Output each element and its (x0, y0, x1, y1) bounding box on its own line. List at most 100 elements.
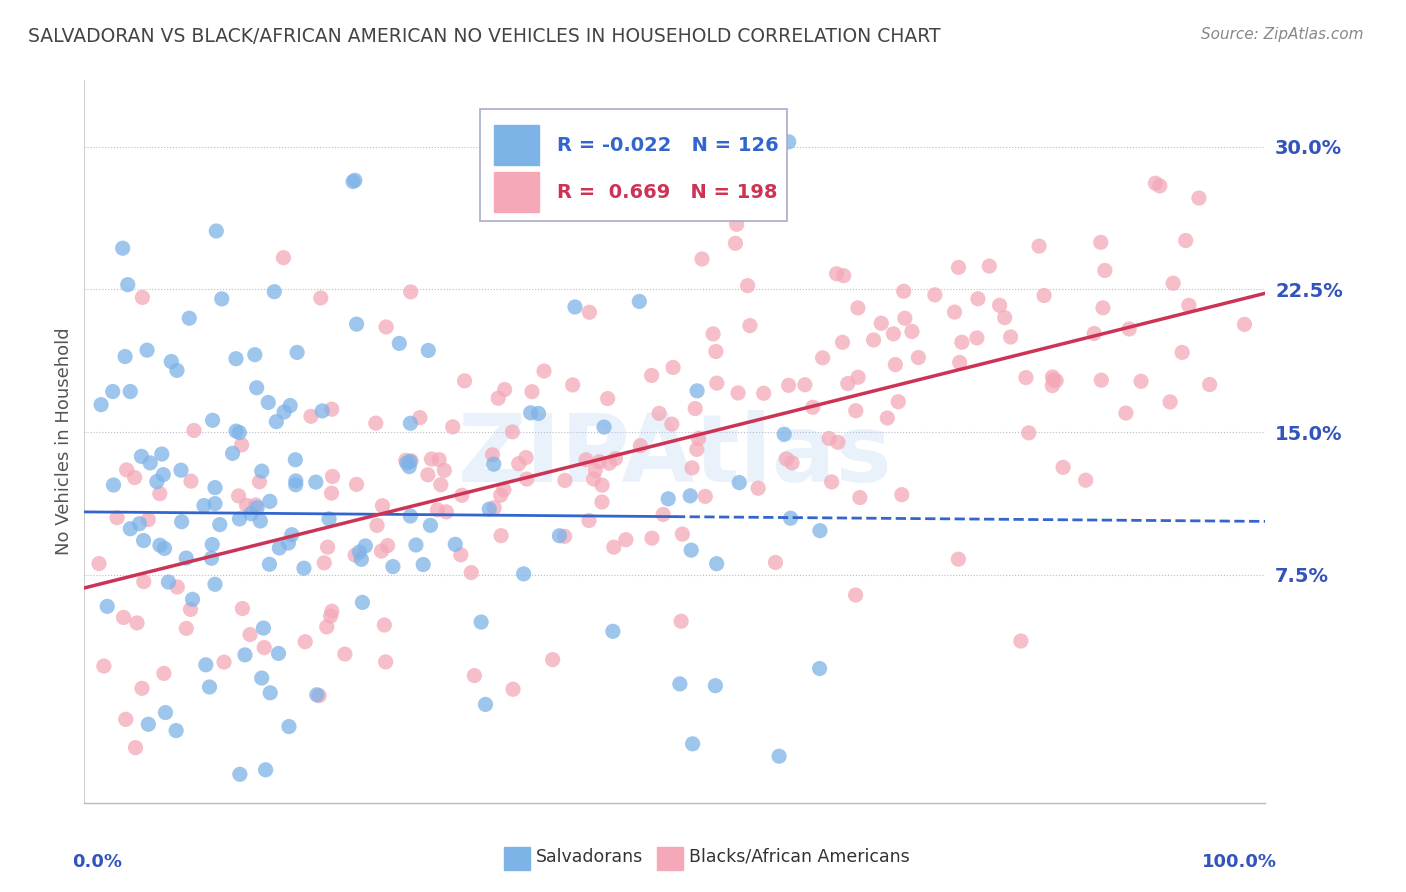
Point (820, 475, 842, 489)
Point (231, 601, 253, 615)
Point (453, 374, 475, 388)
Point (669, 614, 692, 628)
Point (309, 291, 332, 305)
Text: SALVADORAN VS BLACK/AFRICAN AMERICAN NO VEHICLES IN HOUSEHOLD CORRELATION CHART: SALVADORAN VS BLACK/AFRICAN AMERICAN NO … (28, 27, 941, 45)
Point (728, 475, 751, 490)
Point (285, 345, 308, 359)
Point (294, 634, 316, 648)
Point (146, 475, 169, 489)
Point (533, 364, 555, 378)
Point (1188, 191, 1211, 205)
Point (132, 533, 155, 548)
Point (231, 438, 253, 452)
Point (681, 543, 703, 558)
Point (1033, 288, 1056, 302)
Bar (494, 172, 538, 212)
Point (418, 343, 440, 358)
Point (706, 376, 728, 391)
Point (943, 305, 966, 319)
Point (1233, 318, 1256, 332)
Point (1083, 326, 1105, 341)
Point (463, 668, 485, 682)
Point (228, 512, 250, 526)
Point (243, 348, 266, 362)
Point (582, 472, 605, 486)
Point (1161, 277, 1184, 291)
Point (399, 509, 422, 524)
Point (1074, 473, 1097, 487)
Point (176, 621, 198, 635)
Point (818, 431, 841, 445)
Point (502, 682, 524, 697)
Point (150, 447, 173, 461)
Point (183, 424, 205, 438)
Point (773, 427, 796, 442)
Point (152, 467, 174, 482)
Point (1090, 373, 1112, 387)
Point (180, 474, 202, 488)
Point (520, 384, 543, 399)
Point (131, 290, 153, 304)
Point (686, 442, 709, 457)
Point (284, 477, 307, 491)
Point (849, 491, 872, 505)
Text: R = -0.022   N = 126: R = -0.022 N = 126 (557, 136, 779, 155)
Point (657, 491, 679, 506)
Point (808, 661, 831, 675)
Point (949, 355, 972, 369)
Point (153, 666, 176, 681)
Point (292, 561, 315, 575)
Point (837, 376, 859, 391)
Point (259, 494, 281, 508)
Point (489, 529, 512, 543)
Point (1198, 377, 1220, 392)
Point (420, 452, 443, 467)
Point (405, 538, 427, 552)
Point (1015, 370, 1038, 384)
Point (893, 285, 915, 299)
Point (775, 452, 797, 467)
Text: 100.0%: 100.0% (1202, 854, 1277, 871)
Point (669, 677, 692, 691)
Point (252, 621, 274, 635)
Point (174, 551, 197, 566)
Point (688, 432, 710, 446)
Point (200, 551, 222, 566)
Point (686, 384, 709, 398)
Point (1174, 234, 1197, 248)
Point (194, 657, 217, 672)
Point (273, 251, 295, 265)
Point (96, 599, 118, 614)
Text: 0.0%: 0.0% (73, 854, 122, 871)
Point (831, 335, 853, 350)
Point (409, 410, 432, 425)
Point (284, 452, 307, 467)
Point (884, 358, 907, 372)
Bar (503, 847, 530, 870)
Point (690, 252, 713, 266)
Point (377, 539, 399, 553)
Point (1091, 301, 1114, 315)
Point (166, 580, 188, 594)
Point (862, 333, 884, 347)
Point (541, 652, 564, 666)
Point (598, 456, 620, 470)
Point (492, 483, 515, 497)
Point (516, 472, 538, 486)
Point (112, 610, 135, 624)
Point (352, 595, 374, 609)
Point (354, 539, 377, 553)
Point (845, 403, 868, 417)
Point (1159, 395, 1181, 409)
Point (250, 671, 273, 685)
Point (170, 463, 193, 477)
Point (114, 350, 136, 364)
Point (444, 537, 467, 551)
Point (1028, 239, 1050, 253)
Point (890, 488, 912, 502)
Point (768, 749, 790, 764)
Point (228, 425, 250, 440)
Point (578, 514, 600, 528)
Point (538, 194, 561, 208)
Point (212, 655, 235, 669)
